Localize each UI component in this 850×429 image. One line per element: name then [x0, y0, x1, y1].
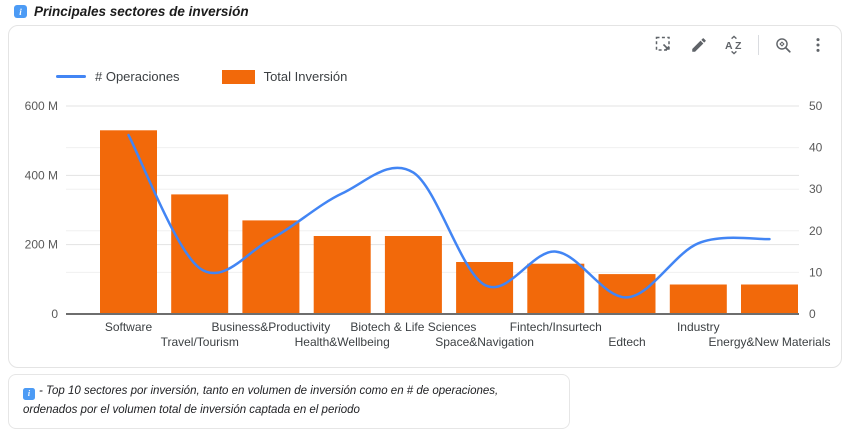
bar-swatch	[221, 69, 255, 84]
bar-business-productivity[interactable]	[242, 220, 300, 314]
zoom-icon[interactable]	[772, 34, 794, 56]
right-axis-tick: 20	[809, 224, 823, 238]
legend-item-inversion: Total Inversión	[221, 69, 348, 84]
svg-text:Z: Z	[735, 40, 742, 52]
footnote-text: - Top 10 sectores por inversión, tanto e…	[23, 385, 499, 416]
left-axis-tick: 400 M	[25, 168, 58, 182]
x-axis-label: Energy&New Materials	[708, 335, 830, 349]
x-axis-label: Edtech	[608, 335, 645, 349]
page-title: Principales sectores de inversión	[34, 4, 249, 19]
bar-fintech-insurtech[interactable]	[527, 263, 585, 314]
x-axis-label: Industry	[677, 320, 720, 334]
toolbar-divider	[758, 35, 759, 55]
chart-canvas: 0 200 M 400 M 600 M 0 10 20 30 40 50 Software Trave…	[25, 99, 831, 349]
chart-legend: # Operaciones Total Inversión	[56, 69, 347, 84]
legend-label: # Operaciones	[95, 69, 180, 84]
chart-toolbar: A Z	[653, 34, 829, 56]
x-axis-label: Business&Productivity	[212, 320, 331, 334]
left-axis-tick: 0	[51, 307, 58, 321]
line-swatch	[56, 75, 86, 78]
x-axis-label: Software	[105, 320, 153, 334]
operations-line	[127, 133, 771, 299]
left-axis-tick: 200 M	[25, 238, 58, 252]
chart-card: A Z # Operaciones Tota	[8, 25, 842, 368]
bar-biotech-life-sciences[interactable]	[384, 236, 442, 314]
legend-item-operaciones: # Operaciones	[56, 69, 180, 84]
bar-software[interactable]	[100, 130, 157, 314]
bar-space-navigation[interactable]	[456, 262, 514, 314]
right-axis-tick: 50	[809, 99, 823, 113]
chart-footnote: i- Top 10 sectores por inversión, tanto …	[8, 374, 570, 429]
right-axis-tick: 0	[809, 307, 816, 321]
right-axis-tick: 30	[809, 182, 823, 196]
info-icon: i	[14, 5, 27, 18]
x-axis-label: Health&Wellbeing	[295, 335, 390, 349]
sort-alpha-icon[interactable]: A Z	[723, 34, 745, 56]
more-options-icon[interactable]	[807, 34, 829, 56]
bar-travel-tourism[interactable]	[171, 194, 229, 314]
x-axis-label: Fintech/Insurtech	[510, 320, 602, 334]
legend-label: Total Inversión	[263, 69, 348, 84]
bar-energy-new-materials[interactable]	[741, 284, 798, 315]
x-axis-label: Space&Navigation	[435, 335, 534, 349]
bar-industry[interactable]	[669, 284, 727, 315]
right-axis-tick: 10	[809, 265, 823, 279]
svg-text:A: A	[725, 40, 733, 52]
bar-edtech[interactable]	[598, 274, 656, 314]
right-axis-tick: 40	[809, 141, 823, 155]
x-axis-label: Biotech & Life Sciences	[350, 320, 476, 334]
info-icon: i	[23, 387, 35, 400]
edit-pencil-icon[interactable]	[688, 34, 710, 56]
x-axis-label: Travel/Tourism	[161, 335, 239, 349]
left-axis-tick: 600 M	[25, 99, 58, 113]
bar-health-wellbeing[interactable]	[313, 236, 371, 314]
marquee-select-icon[interactable]	[653, 34, 675, 56]
page-header: i Principales sectores de inversión	[14, 4, 249, 19]
